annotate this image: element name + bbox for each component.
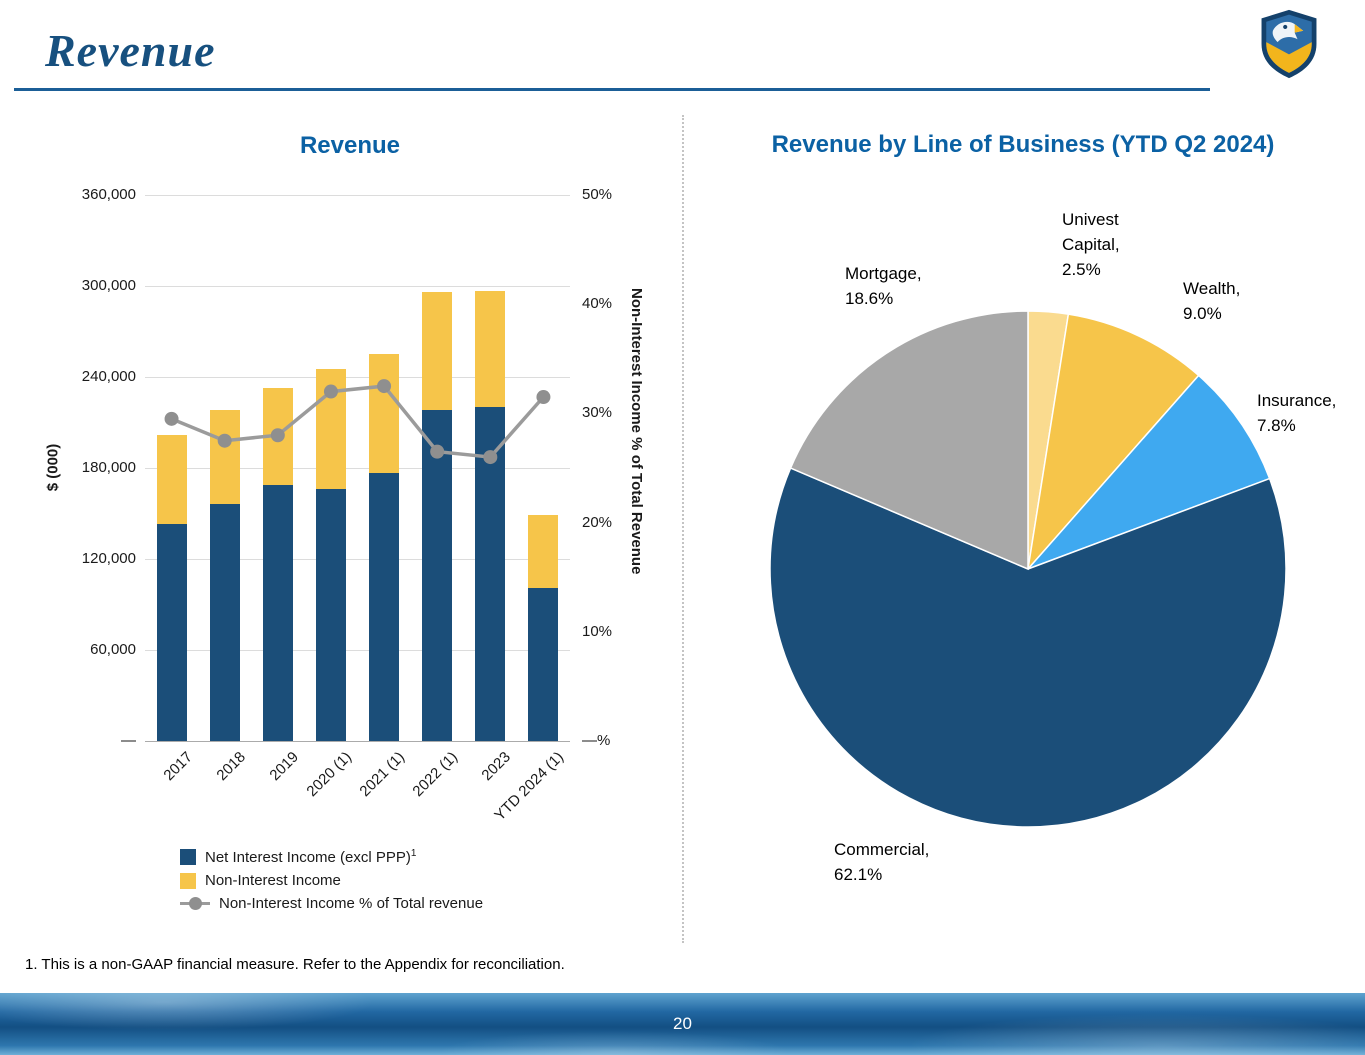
page-number: 20 [673,1014,692,1033]
right-axis-tick: 30% [582,404,613,422]
right-axis-tick: —% [582,732,611,749]
x-axis-label: YTD 2024 (1) [491,748,568,825]
pie-chart [769,310,1287,828]
bar-segment-net-interest-income [209,504,240,741]
left-axis-tick: 60,000 [90,641,136,658]
legend-label: Non-Interest Income [205,872,341,889]
left-axis-tick: 120,000 [81,550,136,567]
line-marker [323,384,338,399]
right-axis-tick: 40% [582,295,613,313]
legend-item: Net Interest Income (excl PPP)1 [180,848,483,866]
line-marker [270,428,285,443]
bar-segment-net-interest-income [315,489,346,741]
bar-segment-non-interest-income [156,434,187,525]
shield-eagle-icon [1261,9,1317,79]
legend-swatch-gold-icon [180,872,196,889]
pie-label-univest-capital: Univest Capital, 2.5% [1062,210,1120,279]
bar-segment-non-interest-income [475,290,506,408]
left-axis-tick: 240,000 [81,368,136,385]
grid-line [145,468,570,469]
pie-label-wealth: Wealth, 9.0% [1183,279,1241,323]
footnote: 1. This is a non-GAAP financial measure.… [25,956,565,973]
legend-item: Non-Interest Income [180,872,483,889]
legend-label: Net Interest Income (excl PPP)1 [205,848,417,866]
right-axis-tick: 10% [582,622,613,640]
line-marker [377,379,392,394]
line-marker [536,390,551,405]
grid-line [145,286,570,287]
bar-segment-net-interest-income [528,587,559,741]
page-title: Revenue [45,25,216,76]
bar-segment-net-interest-income [156,524,187,741]
grid-line [145,195,570,196]
pie-slice-mortgage [789,310,1029,571]
pie-slice-wealth [1026,313,1200,572]
bar-segment-non-interest-income [528,515,559,588]
right-axis-title: Non-Interest Income % of Total Revenue [628,288,645,575]
left-axis-tick: 360,000 [81,186,136,203]
pie-label-insurance: Insurance, 7.8% [1257,391,1337,435]
left-axis-tick: — [121,732,136,749]
pct-line-overlay [164,379,551,465]
footer-bar: 20 [0,993,1365,1055]
line-marker [483,450,498,465]
pie-chart-title: Revenue by Line of Business (YTD Q2 2024… [771,131,1275,158]
left-axis-tick: 180,000 [81,459,136,476]
right-axis-tick: 50% [582,186,613,203]
non-interest-pct-line [170,384,545,459]
right-axis-tick: 20% [582,513,613,531]
bar-chart-title: Revenue [299,132,401,159]
bar-segment-non-interest-income [209,410,240,505]
pie-slice-commercial [769,467,1287,828]
legend-footnote-ref: 1 [410,848,417,859]
grid-line [145,377,570,378]
legend-label: Non-Interest Income % of Total revenue [219,895,484,912]
line-marker [430,444,445,459]
chart-legend: Net Interest Income (excl PPP)1 Non-Inter… [180,848,483,912]
bar-segment-net-interest-income [262,484,293,741]
pie-label-mortgage: Mortgage, 18.6% [845,264,922,308]
revenue-bar-chart: Revenue $ (000) Non-Interest Income % of… [40,120,660,955]
legend-swatch-dot-icon [189,897,202,910]
bar-segment-non-interest-income [422,292,453,411]
legend-item: Non-Interest Income % of Total revenue [180,895,483,912]
bar-plot-area [145,195,570,742]
bar-segment-net-interest-income [422,410,453,741]
legend-swatch-navy-icon [180,849,196,865]
line-marker [164,411,179,426]
section-divider [682,115,684,943]
bar-segment-net-interest-income [369,472,400,741]
company-logo [1254,8,1324,80]
pie-slice-insurance [1027,374,1271,570]
title-underline [14,88,1210,91]
pie-label-commercial: Commercial, 62.1% [834,840,930,884]
left-axis-tick: 300,000 [81,277,136,294]
line-marker [217,433,232,448]
legend-swatch-line-icon [180,897,210,910]
bar-segment-non-interest-income [369,354,400,473]
grid-line [145,741,570,742]
grid-line [145,650,570,651]
grid-line [145,559,570,560]
